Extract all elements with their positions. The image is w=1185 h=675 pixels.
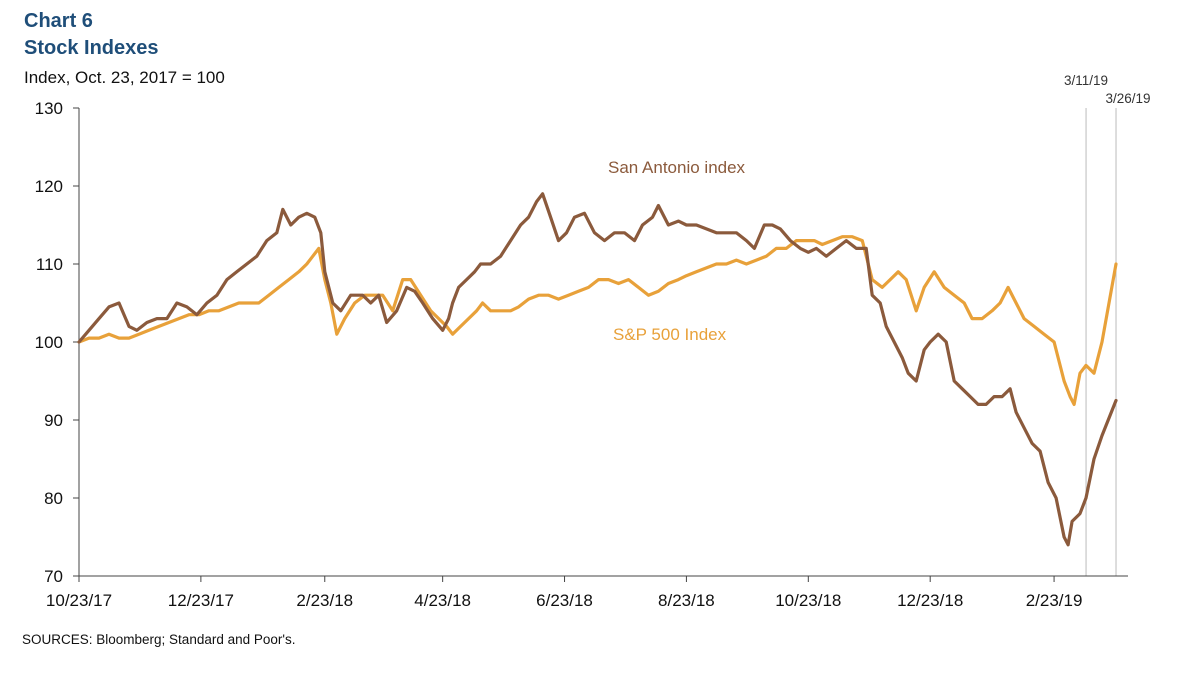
y-axis-label: Index, Oct. 23, 2017 = 100 [24, 68, 225, 87]
y-tick-label: 110 [36, 255, 63, 274]
x-tick-label: 12/23/17 [168, 591, 234, 610]
y-tick-label: 80 [44, 489, 63, 508]
san-antonio-label: San Antonio index [608, 158, 746, 177]
y-tick-label: 70 [44, 567, 63, 586]
chart-title: Chart 6 [24, 10, 93, 32]
x-tick-label: 8/23/18 [658, 591, 715, 610]
marker-label: 3/11/19 [1064, 73, 1108, 88]
sp500-label: S&P 500 Index [613, 325, 727, 344]
x-tick-label: 6/23/18 [536, 591, 593, 610]
chart-title-block: Chart 6 Stock Indexes [24, 8, 159, 62]
axes: 70 80 90 100 110 120 130 10/23/17 12/23/17 2/23/1… [35, 99, 1128, 610]
x-tick-label: 12/23/18 [897, 591, 963, 610]
x-tick-label: 2/23/18 [296, 591, 353, 610]
y-tick-label: 90 [44, 411, 63, 430]
san-antonio-line [77, 192, 1118, 547]
source-note: SOURCES: Bloomberg; Standard and Poor's. [22, 632, 296, 647]
y-tick-label: 100 [35, 333, 63, 352]
series-lines [77, 192, 1118, 547]
y-tick-label: 120 [35, 177, 63, 196]
sp500-line [77, 235, 1118, 406]
x-tick-label: 4/23/18 [414, 591, 471, 610]
x-tick-label: 2/23/19 [1026, 591, 1083, 610]
series-labels: San Antonio index S&P 500 Index [608, 158, 746, 344]
x-tick-label: 10/23/17 [46, 591, 112, 610]
marker-label: 3/26/19 [1105, 91, 1150, 106]
chart-subtitle: Stock Indexes [24, 37, 159, 59]
x-tick-label: 10/23/18 [775, 591, 841, 610]
vertical-markers: 3/11/19 3/26/19 [1064, 73, 1151, 576]
y-tick-label: 130 [35, 99, 63, 118]
